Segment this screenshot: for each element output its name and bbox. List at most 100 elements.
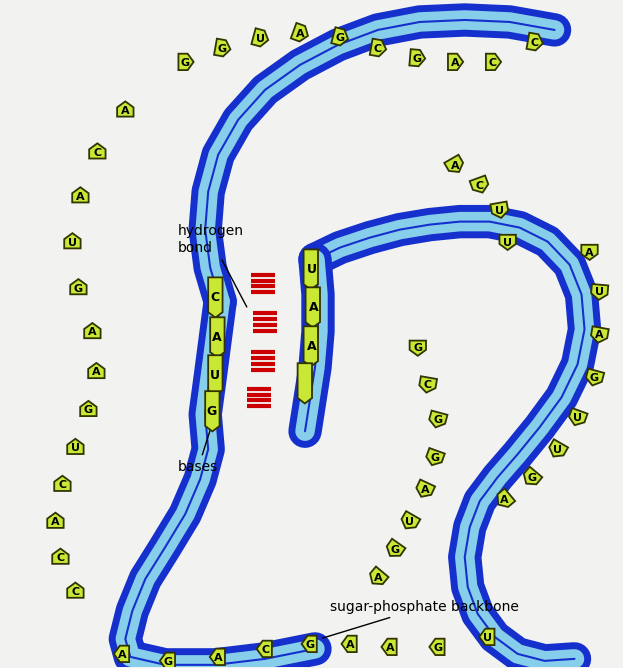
Polygon shape — [341, 636, 357, 652]
Polygon shape — [426, 448, 445, 465]
Text: U: U — [595, 287, 604, 297]
Text: U: U — [573, 413, 582, 424]
Text: U: U — [406, 517, 414, 527]
Text: G: G — [335, 33, 345, 43]
Polygon shape — [252, 28, 269, 47]
Polygon shape — [569, 408, 587, 426]
Polygon shape — [89, 144, 105, 158]
Polygon shape — [479, 629, 495, 645]
Text: bases: bases — [178, 417, 219, 474]
Text: G: G — [430, 453, 439, 463]
Text: C: C — [531, 38, 539, 48]
Text: A: A — [214, 653, 222, 663]
Text: A: A — [595, 331, 604, 341]
Text: U: U — [553, 446, 562, 455]
Polygon shape — [498, 488, 515, 507]
Polygon shape — [387, 539, 406, 556]
Polygon shape — [370, 566, 389, 584]
Text: C: C — [261, 645, 269, 655]
Polygon shape — [47, 513, 64, 528]
Polygon shape — [298, 363, 312, 403]
Polygon shape — [486, 53, 501, 70]
Polygon shape — [114, 646, 129, 662]
Polygon shape — [70, 279, 87, 295]
Text: G: G — [413, 343, 422, 353]
Text: U: U — [483, 633, 492, 643]
Polygon shape — [429, 411, 447, 428]
Text: G: G — [84, 405, 93, 415]
Text: A: A — [500, 495, 509, 505]
Text: hydrogen
bond: hydrogen bond — [178, 224, 247, 307]
Polygon shape — [117, 102, 133, 117]
Polygon shape — [72, 187, 88, 202]
Text: C: C — [56, 553, 65, 563]
Polygon shape — [306, 287, 320, 327]
Text: A: A — [585, 248, 594, 258]
Text: A: A — [296, 29, 304, 39]
Polygon shape — [88, 363, 105, 378]
Text: A: A — [121, 106, 130, 116]
Text: A: A — [309, 301, 318, 314]
Polygon shape — [208, 277, 222, 317]
Text: U: U — [209, 369, 219, 382]
Polygon shape — [370, 39, 386, 56]
Text: A: A — [92, 367, 101, 377]
Text: G: G — [164, 657, 173, 667]
Text: A: A — [88, 327, 97, 337]
Polygon shape — [178, 53, 194, 70]
Polygon shape — [291, 23, 308, 41]
Text: U: U — [503, 238, 512, 248]
Text: U: U — [71, 444, 80, 453]
Polygon shape — [302, 636, 316, 652]
Polygon shape — [549, 440, 568, 456]
Polygon shape — [52, 548, 69, 564]
Polygon shape — [526, 33, 543, 50]
Polygon shape — [303, 249, 318, 290]
Text: C: C — [210, 291, 219, 304]
Polygon shape — [331, 27, 348, 45]
Polygon shape — [410, 341, 426, 356]
Polygon shape — [205, 391, 219, 432]
Text: G: G — [305, 640, 315, 650]
Text: A: A — [212, 331, 221, 344]
Text: A: A — [51, 517, 60, 527]
Text: G: G — [74, 283, 83, 293]
Polygon shape — [448, 53, 463, 70]
Text: G: G — [527, 473, 536, 483]
Polygon shape — [470, 176, 488, 192]
Polygon shape — [303, 326, 318, 367]
Text: C: C — [59, 480, 67, 490]
Text: G: G — [590, 373, 599, 383]
Polygon shape — [208, 355, 222, 395]
Text: G: G — [390, 545, 399, 555]
Text: C: C — [488, 58, 497, 68]
Polygon shape — [67, 582, 83, 598]
Text: G: G — [433, 415, 442, 426]
Text: A: A — [346, 640, 354, 650]
Text: A: A — [118, 650, 126, 660]
Text: G: G — [433, 643, 442, 653]
Polygon shape — [80, 401, 97, 416]
Text: U: U — [307, 263, 316, 276]
Polygon shape — [401, 511, 421, 528]
Text: U: U — [255, 34, 265, 44]
Text: C: C — [424, 380, 432, 390]
Polygon shape — [210, 317, 224, 357]
Polygon shape — [490, 202, 508, 218]
Polygon shape — [524, 467, 542, 484]
Polygon shape — [591, 284, 608, 300]
Text: U: U — [495, 206, 504, 216]
Polygon shape — [419, 376, 437, 393]
Polygon shape — [257, 641, 272, 657]
Polygon shape — [444, 155, 463, 172]
Text: A: A — [450, 161, 459, 171]
Text: C: C — [374, 44, 382, 54]
Polygon shape — [64, 233, 80, 248]
Text: G: G — [217, 44, 227, 54]
Text: sugar-phosphate backbone: sugar-phosphate backbone — [323, 600, 519, 638]
Polygon shape — [429, 639, 445, 655]
Text: A: A — [421, 485, 429, 495]
Polygon shape — [210, 649, 225, 665]
Text: G: G — [412, 54, 421, 64]
Polygon shape — [214, 39, 231, 56]
